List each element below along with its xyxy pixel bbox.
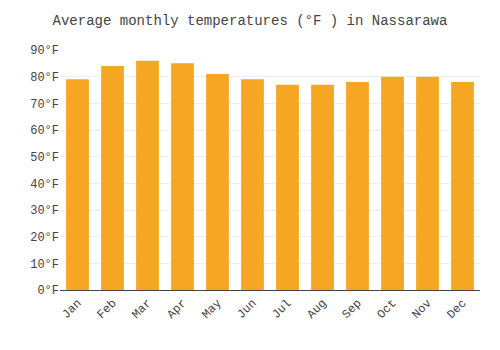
svg-text:May: May [199, 297, 224, 322]
svg-text:Feb: Feb [94, 297, 119, 322]
svg-text:Oct: Oct [374, 297, 399, 322]
svg-text:30°F: 30°F [30, 204, 59, 218]
svg-text:Average monthly temperatures (: Average monthly temperatures (°F ) in Na… [53, 13, 448, 29]
svg-text:Apr: Apr [164, 297, 189, 322]
svg-text:0°F: 0°F [37, 284, 59, 298]
svg-text:90°F: 90°F [30, 44, 59, 58]
svg-text:50°F: 50°F [30, 151, 59, 165]
svg-text:Aug: Aug [304, 297, 329, 322]
svg-text:Sep: Sep [339, 297, 364, 322]
svg-text:Jun: Jun [234, 297, 259, 322]
svg-text:Jan: Jan [59, 297, 84, 322]
svg-text:10°F: 10°F [30, 258, 59, 272]
svg-text:20°F: 20°F [30, 231, 59, 245]
svg-text:80°F: 80°F [30, 71, 59, 85]
svg-text:Mar: Mar [129, 297, 154, 322]
svg-text:Dec: Dec [444, 297, 469, 322]
svg-text:Nov: Nov [409, 297, 434, 322]
svg-text:60°F: 60°F [30, 124, 59, 138]
svg-text:40°F: 40°F [30, 178, 59, 192]
svg-text:70°F: 70°F [30, 98, 59, 112]
svg-text:Jul: Jul [269, 297, 294, 322]
